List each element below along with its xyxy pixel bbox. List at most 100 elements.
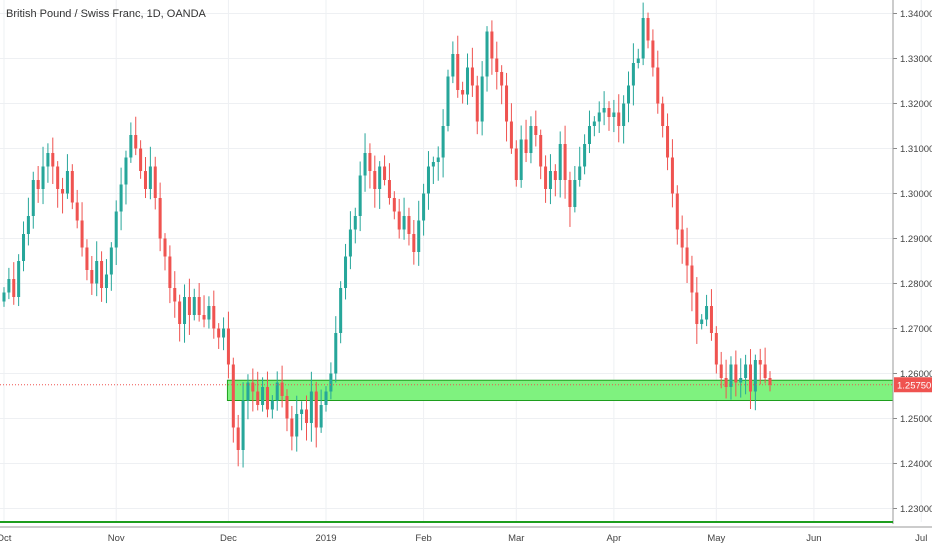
candle-body — [334, 333, 338, 374]
candle-body — [153, 166, 157, 198]
candle-body — [636, 58, 640, 63]
candle — [314, 381, 318, 448]
candle-body — [724, 378, 728, 387]
candle — [61, 177, 65, 214]
candle — [700, 314, 704, 330]
x-tick-label: 2019 — [315, 533, 336, 544]
candle — [758, 348, 762, 385]
candle-body — [143, 171, 148, 189]
candle — [734, 350, 738, 397]
candle — [124, 150, 128, 205]
candle — [480, 61, 484, 136]
candle — [544, 155, 548, 203]
y-tick-label: 1.31000 — [900, 144, 932, 155]
candle-body — [114, 211, 118, 248]
candle — [207, 296, 211, 329]
candle-body — [236, 427, 240, 450]
candle — [41, 146, 45, 205]
candle — [178, 294, 182, 342]
candle — [446, 69, 450, 132]
candle-body — [397, 211, 401, 230]
candle-body — [700, 319, 704, 324]
candle — [275, 371, 279, 411]
candle-body — [241, 400, 245, 450]
candle — [222, 317, 226, 351]
candle-body — [17, 261, 21, 297]
candle — [17, 254, 21, 307]
candle-body — [363, 153, 367, 176]
candle — [329, 362, 333, 400]
candle — [583, 134, 587, 175]
y-tick-label: 1.29000 — [900, 234, 932, 245]
candle — [158, 182, 162, 252]
candle — [685, 227, 689, 284]
candle — [192, 288, 196, 321]
candle-body — [309, 391, 313, 423]
candle — [470, 47, 474, 97]
candle-body — [329, 373, 333, 392]
candle-body — [666, 126, 670, 158]
candle-body — [368, 153, 372, 171]
candle — [573, 166, 577, 213]
candle — [607, 101, 611, 131]
candle-body — [748, 364, 752, 392]
candle-body — [75, 202, 79, 221]
candle — [563, 125, 567, 199]
candle-body — [85, 247, 89, 270]
candle — [695, 277, 699, 344]
candle-body — [163, 238, 167, 257]
candle-body — [51, 153, 55, 167]
candle-body — [514, 148, 518, 180]
candle — [451, 41, 455, 84]
y-tick-label: 1.28000 — [900, 279, 932, 290]
candle-body — [758, 360, 762, 365]
candle-body — [197, 297, 201, 315]
candle — [236, 414, 240, 467]
candle-body — [36, 180, 40, 189]
x-tick-label: Jul — [915, 533, 927, 544]
x-tick-label: May — [707, 533, 725, 544]
candle-body — [407, 216, 411, 234]
candle — [358, 161, 362, 232]
candle-body — [148, 166, 152, 189]
candle — [675, 185, 679, 245]
candle — [7, 267, 11, 300]
candle — [265, 371, 269, 418]
candle — [407, 207, 411, 246]
candle — [51, 137, 55, 185]
candle-body — [719, 364, 723, 378]
candle-body — [207, 306, 211, 320]
candle-body — [509, 121, 513, 149]
candle-body — [431, 162, 435, 167]
candle — [714, 326, 718, 374]
candle-body — [680, 229, 684, 248]
candle-body — [392, 198, 396, 212]
candle-body — [344, 256, 348, 288]
candle — [143, 157, 148, 199]
candle — [46, 143, 50, 183]
candle-body — [626, 85, 631, 104]
candle — [646, 12, 650, 49]
candle — [183, 284, 187, 343]
candle — [368, 143, 372, 189]
candle-body — [124, 157, 128, 185]
candle-body — [422, 193, 426, 221]
candle-body — [22, 234, 26, 261]
candle-body — [607, 108, 611, 117]
candle — [456, 35, 460, 98]
x-tick-label: Apr — [606, 533, 621, 544]
candle — [626, 71, 631, 123]
candle-body — [129, 135, 133, 158]
y-tick-label: 1.23000 — [900, 504, 932, 515]
candle-body — [80, 220, 84, 248]
candle — [212, 290, 216, 339]
candle-body — [505, 85, 509, 122]
candle — [344, 243, 348, 300]
candle — [378, 161, 382, 209]
candle — [568, 171, 572, 227]
candle — [295, 395, 299, 452]
candle — [465, 53, 470, 105]
candle-body — [622, 103, 626, 126]
candle — [422, 183, 426, 236]
candle — [363, 133, 367, 192]
